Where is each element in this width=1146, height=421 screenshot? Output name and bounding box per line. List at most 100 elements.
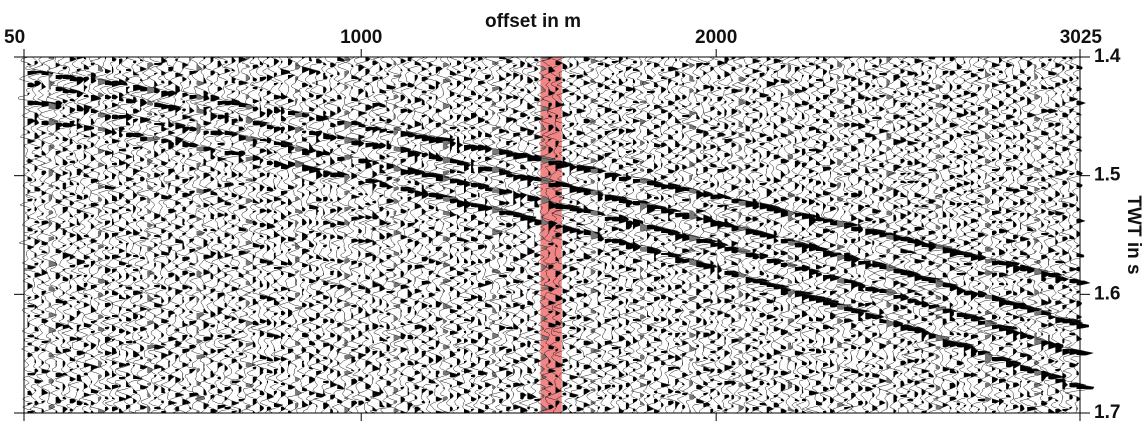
trace-fill [921, 63, 942, 413]
trace [952, 56, 979, 414]
trace [644, 56, 668, 414]
trace-fill [259, 61, 270, 411]
trace [558, 56, 585, 414]
trace [814, 56, 839, 414]
trace [617, 56, 638, 414]
trace-fill [851, 63, 870, 407]
trace [81, 56, 102, 414]
trace [566, 56, 597, 414]
trace-fill [949, 57, 962, 409]
trace [40, 56, 60, 414]
trace [136, 56, 161, 414]
trace [510, 56, 537, 414]
trace [194, 56, 215, 414]
trace-fill [288, 59, 302, 413]
trace [1002, 56, 1028, 414]
trace-fill [703, 63, 718, 407]
trace [200, 56, 226, 414]
trace [819, 56, 847, 414]
x-tick-label: 50 [4, 27, 25, 48]
x-axis-label: offset in m [485, 11, 581, 32]
trace [988, 56, 1019, 414]
trace-fill [675, 59, 691, 409]
trace-fill [555, 61, 569, 407]
trace-fill [330, 63, 341, 413]
trace-fill [147, 63, 161, 413]
trace [602, 56, 629, 414]
trace [399, 56, 424, 414]
trace [31, 56, 58, 414]
trace [941, 56, 963, 414]
trace [861, 56, 889, 414]
trace [66, 56, 87, 414]
trace-fill [104, 57, 117, 411]
trace-fill [780, 65, 798, 413]
trace-fill [428, 63, 445, 403]
trace [741, 56, 771, 414]
trace [256, 56, 278, 414]
trace-fill [837, 61, 854, 407]
trace [286, 56, 310, 414]
x-tick-label: 3025 [1060, 27, 1103, 48]
trace-fill [590, 59, 605, 413]
trace [129, 56, 155, 414]
trace-fill [984, 61, 999, 411]
trace [924, 56, 953, 414]
trace [354, 56, 382, 414]
trace-fill [133, 61, 145, 403]
trace [181, 56, 202, 414]
trace-fill [1076, 65, 1094, 411]
trace [721, 56, 747, 414]
trace [716, 56, 741, 414]
trace-fill [196, 63, 208, 413]
trace-fill [62, 67, 78, 413]
trace-fill [55, 63, 67, 413]
trace [306, 56, 330, 414]
trace-fill [119, 59, 131, 413]
trace-fill [611, 61, 629, 399]
trace-fill [464, 57, 473, 413]
trace [60, 56, 80, 414]
trace [832, 56, 860, 414]
trace [94, 56, 117, 414]
trace [264, 56, 286, 414]
trace [325, 56, 350, 414]
trace-fill [992, 63, 1008, 413]
trace-fill [372, 61, 385, 411]
trace-fill [569, 63, 584, 413]
trace-fill [872, 57, 888, 411]
trace [628, 56, 658, 414]
trace-fill [1027, 61, 1042, 411]
trace [896, 56, 924, 414]
trace [973, 56, 1000, 414]
trace [164, 56, 186, 414]
trace-fill [731, 57, 747, 407]
trace [550, 56, 581, 414]
trace [460, 56, 487, 414]
trace [170, 56, 193, 414]
trace [763, 56, 790, 414]
trace-fill [548, 57, 566, 409]
trace [917, 56, 944, 414]
trace-fill [379, 65, 389, 407]
trace-fill [471, 57, 486, 411]
trace-fill [365, 57, 382, 413]
trace [1010, 56, 1034, 414]
trace [911, 56, 942, 414]
trace-fill [485, 67, 500, 409]
trace [420, 56, 446, 414]
trace-fill [689, 63, 705, 413]
trace-fill [337, 57, 350, 413]
trace [320, 56, 342, 414]
trace [621, 56, 651, 414]
trace [1032, 56, 1052, 414]
trace [341, 56, 365, 414]
trace-fill [69, 57, 80, 411]
trace [220, 56, 245, 414]
trace-fill [668, 57, 682, 405]
trace-fill [280, 61, 293, 411]
trace-fill [1013, 65, 1027, 409]
trace [782, 56, 814, 414]
trace [488, 56, 514, 414]
